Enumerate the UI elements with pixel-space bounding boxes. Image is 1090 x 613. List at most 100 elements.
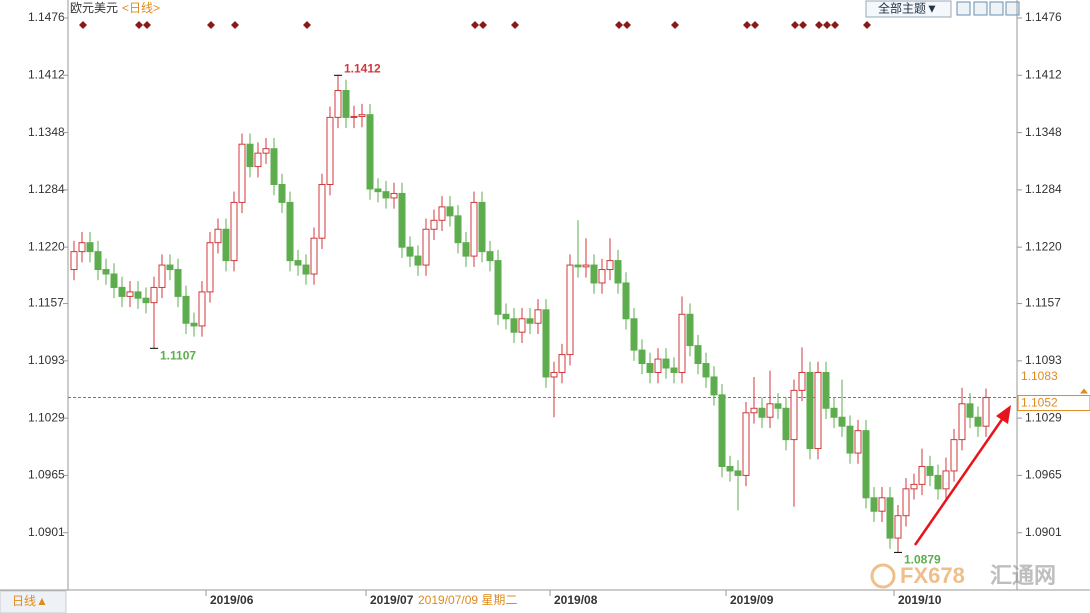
- candle-body: [662, 358, 670, 369]
- candle-body: [766, 403, 774, 418]
- event-marker: [479, 21, 487, 29]
- event-marker: [751, 21, 759, 29]
- icon-button[interactable]: [1005, 1, 1020, 16]
- cursor-label: 2019/07/09 星期二: [418, 593, 517, 607]
- watermark-logo: [870, 563, 896, 589]
- candle-body: [910, 483, 918, 490]
- candle-body: [254, 152, 262, 168]
- theme-button[interactable]: [865, 0, 952, 18]
- candle-body: [318, 183, 326, 239]
- candle-body: [286, 201, 294, 262]
- candle-body: [838, 416, 846, 427]
- extreme-label: 1.1107: [160, 348, 196, 362]
- icon-button[interactable]: [956, 1, 971, 16]
- candle-body: [686, 313, 694, 347]
- candle-body: [78, 242, 86, 253]
- candle-body: [422, 228, 430, 266]
- candle-body: [862, 430, 870, 499]
- event-marker: [671, 21, 679, 29]
- event-marker: [303, 21, 311, 29]
- event-marker: [815, 21, 823, 29]
- candle-body: [486, 251, 494, 262]
- candle-body: [70, 251, 78, 271]
- candle-body: [918, 465, 926, 485]
- candle-body: [814, 371, 822, 450]
- candle-body: [206, 242, 214, 293]
- candle-body: [646, 363, 654, 373]
- candle-body: [150, 286, 158, 304]
- y-tick-label: 1.0901: [28, 525, 65, 539]
- candle-body: [870, 497, 878, 512]
- candle-body: [622, 282, 630, 320]
- candle-body: [342, 90, 350, 118]
- candle-body: [606, 260, 614, 271]
- x-tick-label: 2019/09: [730, 593, 774, 607]
- y-tick-label-right: 1.1284: [1025, 182, 1062, 196]
- trend-arrow-head: [996, 405, 1011, 424]
- event-marker: [471, 21, 479, 29]
- candle-body: [702, 363, 710, 378]
- candle-body: [134, 291, 142, 299]
- toolbar-icons: [956, 1, 1020, 16]
- candle-body: [574, 264, 582, 268]
- candle-body: [822, 371, 830, 409]
- candle-body: [174, 269, 182, 297]
- x-tick-label: 2019/10: [898, 593, 942, 607]
- candle-body: [230, 201, 238, 262]
- event-marker: [79, 21, 87, 29]
- icon-button[interactable]: [973, 1, 988, 16]
- candle-body: [110, 273, 118, 288]
- y-tick-label-right: 1.1476: [1025, 10, 1062, 24]
- candle-body: [894, 515, 902, 539]
- candle-body: [902, 488, 910, 517]
- y-tick-label-right: 1.0965: [1025, 468, 1062, 482]
- event-marker: [623, 21, 631, 29]
- candle-body: [942, 470, 950, 490]
- y-tick-label: 1.0965: [28, 468, 65, 482]
- event-marker: [511, 21, 519, 29]
- trend-arrow: [913, 417, 1005, 546]
- period-button[interactable]: [0, 590, 67, 613]
- candle-body: [86, 242, 94, 253]
- candle-body: [790, 389, 798, 441]
- y-tick-label-right: 1.1157: [1025, 296, 1061, 310]
- candle-body: [102, 269, 110, 275]
- candle-body: [774, 403, 782, 409]
- candle-body: [198, 291, 206, 327]
- candle-body: [926, 465, 934, 476]
- candle-body: [542, 309, 550, 378]
- candle-body: [118, 286, 126, 297]
- candle-body: [350, 115, 358, 118]
- y-tick-label-right: 1.1220: [1025, 239, 1062, 253]
- candle-body: [598, 269, 606, 284]
- candle-body: [630, 318, 638, 351]
- chart-title: 欧元美元: [70, 1, 118, 15]
- candle-body: [566, 264, 574, 356]
- event-marker: [615, 21, 623, 29]
- candle-body: [246, 143, 254, 168]
- event-marker: [831, 21, 839, 29]
- extreme-label: 1.1412: [344, 61, 381, 75]
- y-tick-label-right: 1.0901: [1025, 525, 1062, 539]
- candle-body: [934, 474, 942, 490]
- candle-body: [214, 228, 222, 244]
- candle-body: [470, 201, 478, 257]
- candle-body: [478, 201, 486, 253]
- candle-body: [830, 407, 838, 418]
- candle-body: [718, 394, 726, 467]
- candle-body: [726, 465, 734, 472]
- candle-body: [398, 192, 406, 248]
- last-price-arrow: [1080, 388, 1088, 394]
- y-tick-label: 1.1348: [28, 125, 65, 139]
- candle-body: [638, 349, 646, 365]
- candle-body: [374, 188, 382, 193]
- icon-button[interactable]: [989, 1, 1004, 16]
- candle-body: [798, 371, 806, 391]
- x-tick-label: 2019/08: [554, 593, 598, 607]
- y-tick-label-right: 1.1348: [1025, 125, 1062, 139]
- watermark: FX678 汇通网: [870, 563, 1056, 589]
- event-marker: [823, 21, 831, 29]
- candle-body: [518, 318, 526, 333]
